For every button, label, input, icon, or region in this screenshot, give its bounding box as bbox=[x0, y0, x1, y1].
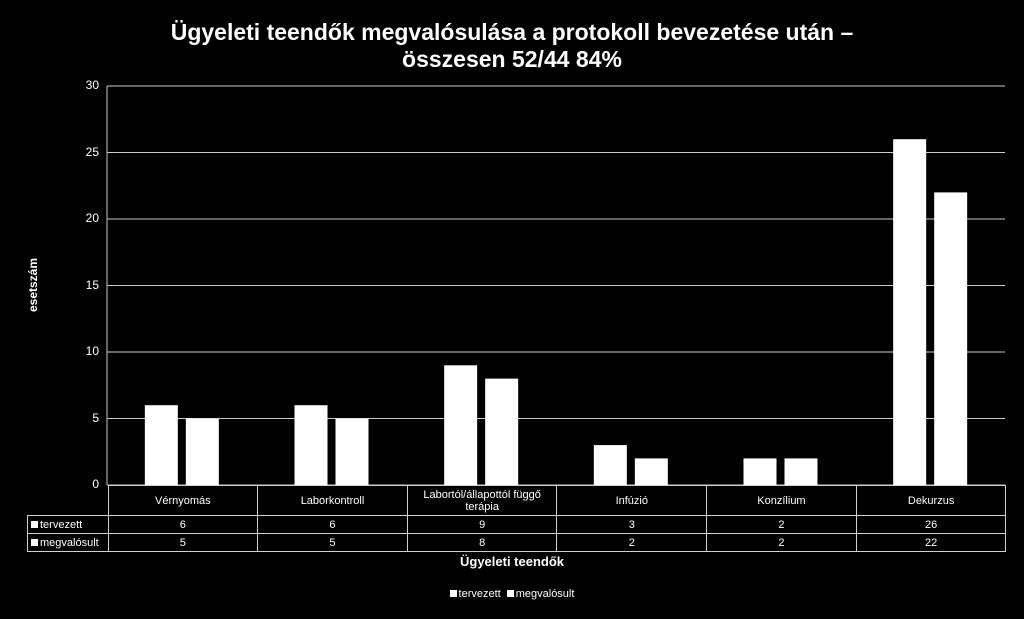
chart-title-line1: Ügyeleti teendők megvalósulása a protoko… bbox=[170, 19, 854, 45]
y-axis-label: esetszám bbox=[26, 257, 40, 313]
data-label: 3 bbox=[556, 515, 708, 534]
x-axis-label: Ügyeleti teendők bbox=[459, 554, 565, 569]
data-label: 26 bbox=[855, 515, 1007, 534]
legend-label: tervezett bbox=[458, 588, 501, 600]
data-label: 22 bbox=[855, 533, 1007, 552]
y-tick-label: 5 bbox=[92, 410, 99, 425]
table-corner bbox=[27, 485, 109, 516]
category-label: Infúzió bbox=[556, 485, 708, 516]
legend-swatch bbox=[31, 520, 38, 528]
data-table: Vérnyomás Laborkontroll Labortól/állapottó… bbox=[27, 485, 1007, 552]
category-label: Vérnyomás bbox=[107, 485, 259, 516]
legend-swatch bbox=[449, 590, 457, 597]
category-label: Labortól/állapottól függő terápia bbox=[406, 485, 558, 516]
bar-tervezett-5 bbox=[893, 139, 927, 485]
data-label: 6 bbox=[107, 515, 259, 534]
bar-megvalósult-2 bbox=[485, 378, 519, 485]
bar-tervezett-1 bbox=[294, 405, 328, 485]
y-tick-label: 0 bbox=[92, 477, 99, 491]
data-label: 2 bbox=[706, 533, 857, 552]
bar-megvalósult-0 bbox=[185, 418, 219, 485]
legend: tervezett megvalósult bbox=[0, 588, 1024, 600]
bar-tervezett-4 bbox=[743, 458, 777, 485]
data-label: 5 bbox=[257, 533, 408, 552]
category-label: Konzílium bbox=[706, 485, 857, 516]
bar-megvalósult-1 bbox=[335, 418, 369, 485]
legend-swatch bbox=[506, 590, 514, 597]
series-row-label: tervezett bbox=[27, 515, 109, 534]
bar-megvalósult-3 bbox=[634, 458, 668, 485]
legend-item: tervezett bbox=[449, 588, 501, 600]
bar-tervezett-0 bbox=[144, 405, 178, 485]
legend-swatch bbox=[31, 538, 38, 546]
series-name: tervezett bbox=[40, 518, 83, 531]
y-tick-label: 20 bbox=[85, 211, 99, 225]
legend-item: megvalósult bbox=[506, 588, 575, 600]
data-label: 2 bbox=[706, 515, 857, 534]
data-label: 5 bbox=[107, 533, 259, 552]
legend-label: megvalósult bbox=[515, 588, 575, 600]
series-name: megvalósult bbox=[40, 536, 99, 549]
chart-title-line2: összesen 52/44 84% bbox=[402, 46, 622, 72]
bar-megvalósult-4 bbox=[784, 458, 818, 485]
y-tick-label: 30 bbox=[85, 78, 99, 92]
data-label: 9 bbox=[406, 515, 558, 534]
data-label: 2 bbox=[556, 533, 708, 552]
bar-tervezett-3 bbox=[593, 445, 627, 485]
category-label: Laborkontroll bbox=[257, 485, 408, 516]
y-tick-label: 10 bbox=[85, 344, 99, 358]
bar-megvalósult-5 bbox=[934, 192, 968, 485]
y-tick-label: 25 bbox=[85, 144, 99, 159]
category-label: Dekurzus bbox=[855, 485, 1007, 516]
data-label: 6 bbox=[257, 515, 408, 534]
bar-tervezett-2 bbox=[444, 365, 478, 485]
series-row-label: megvalósult bbox=[27, 533, 109, 552]
y-tick-label: 15 bbox=[85, 277, 99, 292]
data-label: 8 bbox=[406, 533, 558, 552]
